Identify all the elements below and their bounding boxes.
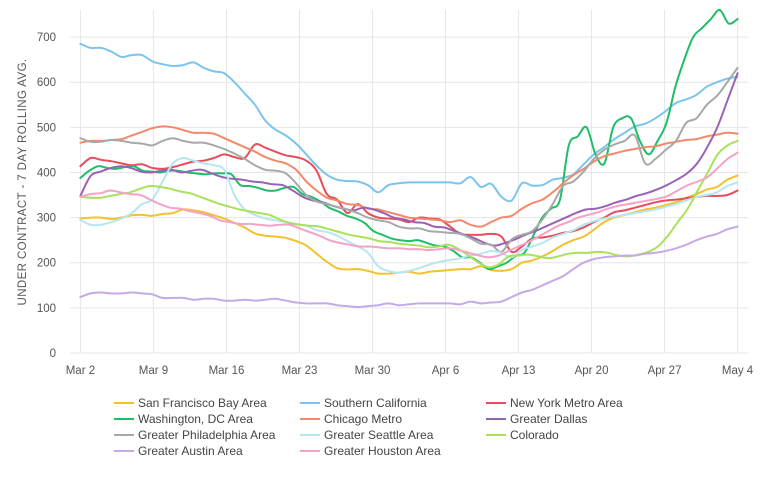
y-tick-label: 300	[37, 213, 56, 225]
legend-item-new-york-metro-area[interactable]: New York Metro Area	[486, 396, 623, 410]
legend-item-chicago-metro[interactable]: Chicago Metro	[300, 412, 402, 426]
y-axis-ticks: 0 100 200 300 400 500 600 700	[37, 32, 56, 360]
legend[interactable]: San Francisco Bay Area Southern Californi…	[114, 396, 623, 458]
y-tick-label: 600	[37, 77, 56, 89]
legend-label: New York Metro Area	[510, 396, 623, 410]
series-line-greater-seattle-area[interactable]	[79, 156, 739, 274]
legend-item-southern-california[interactable]: Southern California	[300, 396, 427, 410]
y-tick-label: 700	[37, 32, 56, 44]
legend-item-greater-philadelphia-area[interactable]: Greater Philadelphia Area	[114, 428, 276, 442]
x-tick-label: Mar 2	[66, 365, 95, 377]
series-line-washington-dc-area[interactable]	[79, 8, 739, 271]
x-tick-label: Apr 27	[648, 365, 682, 377]
legend-label: Southern California	[324, 396, 427, 410]
y-tick-label: 400	[37, 167, 56, 179]
y-tick-label: 500	[37, 122, 56, 134]
series-line-greater-austin-area[interactable]	[79, 225, 739, 308]
x-tick-label: Mar 9	[139, 365, 168, 377]
legend-label: Chicago Metro	[324, 412, 402, 426]
x-tick-label: Apr 13	[502, 365, 536, 377]
legend-item-colorado[interactable]: Colorado	[486, 428, 559, 442]
legend-item-greater-dallas[interactable]: Greater Dallas	[486, 412, 587, 426]
legend-label: Washington, DC Area	[138, 412, 253, 426]
legend-label: Greater Houston Area	[324, 444, 441, 458]
series-line-greater-houston-area[interactable]	[79, 151, 739, 259]
y-tick-label: 100	[37, 303, 56, 315]
y-axis-label: UNDER CONTRACT - 7 DAY ROLLING AVG.	[17, 58, 29, 305]
legend-label: Greater Seattle Area	[324, 428, 434, 442]
x-tick-label: Mar 30	[355, 365, 391, 377]
legend-item-washington-dc-area[interactable]: Washington, DC Area	[114, 412, 253, 426]
legend-label: Greater Austin Area	[138, 444, 243, 458]
x-tick-label: Mar 16	[209, 365, 245, 377]
legend-label: Greater Dallas	[510, 412, 587, 426]
x-tick-label: Mar 23	[282, 365, 318, 377]
legend-item-greater-houston-area[interactable]: Greater Houston Area	[300, 444, 441, 458]
x-axis-ticks: Mar 2 Mar 9 Mar 16 Mar 23 Mar 30 Apr 6 Apr 13 A…	[66, 365, 754, 377]
series-line-southern-california[interactable]	[79, 42, 739, 203]
legend-item-san-francisco-bay-area[interactable]: San Francisco Bay Area	[114, 396, 267, 410]
legend-item-greater-seattle-area[interactable]: Greater Seattle Area	[300, 428, 434, 442]
series-line-greater-dallas[interactable]	[79, 72, 739, 247]
legend-item-greater-austin-area[interactable]: Greater Austin Area	[114, 444, 243, 458]
x-tick-label: May 4	[722, 365, 754, 377]
x-tick-label: Apr 20	[575, 365, 609, 377]
series-lines	[79, 8, 739, 308]
series-line-chicago-metro[interactable]	[79, 125, 739, 228]
series-line-greater-philadelphia-area[interactable]	[79, 66, 739, 253]
legend-label: San Francisco Bay Area	[138, 396, 267, 410]
y-tick-label: 200	[37, 258, 56, 270]
series-line-new-york-metro-area[interactable]	[79, 143, 739, 254]
y-tick-label: 0	[50, 348, 56, 360]
legend-label: Colorado	[510, 428, 559, 442]
legend-label: Greater Philadelphia Area	[138, 428, 276, 442]
x-tick-label: Apr 6	[432, 365, 460, 377]
